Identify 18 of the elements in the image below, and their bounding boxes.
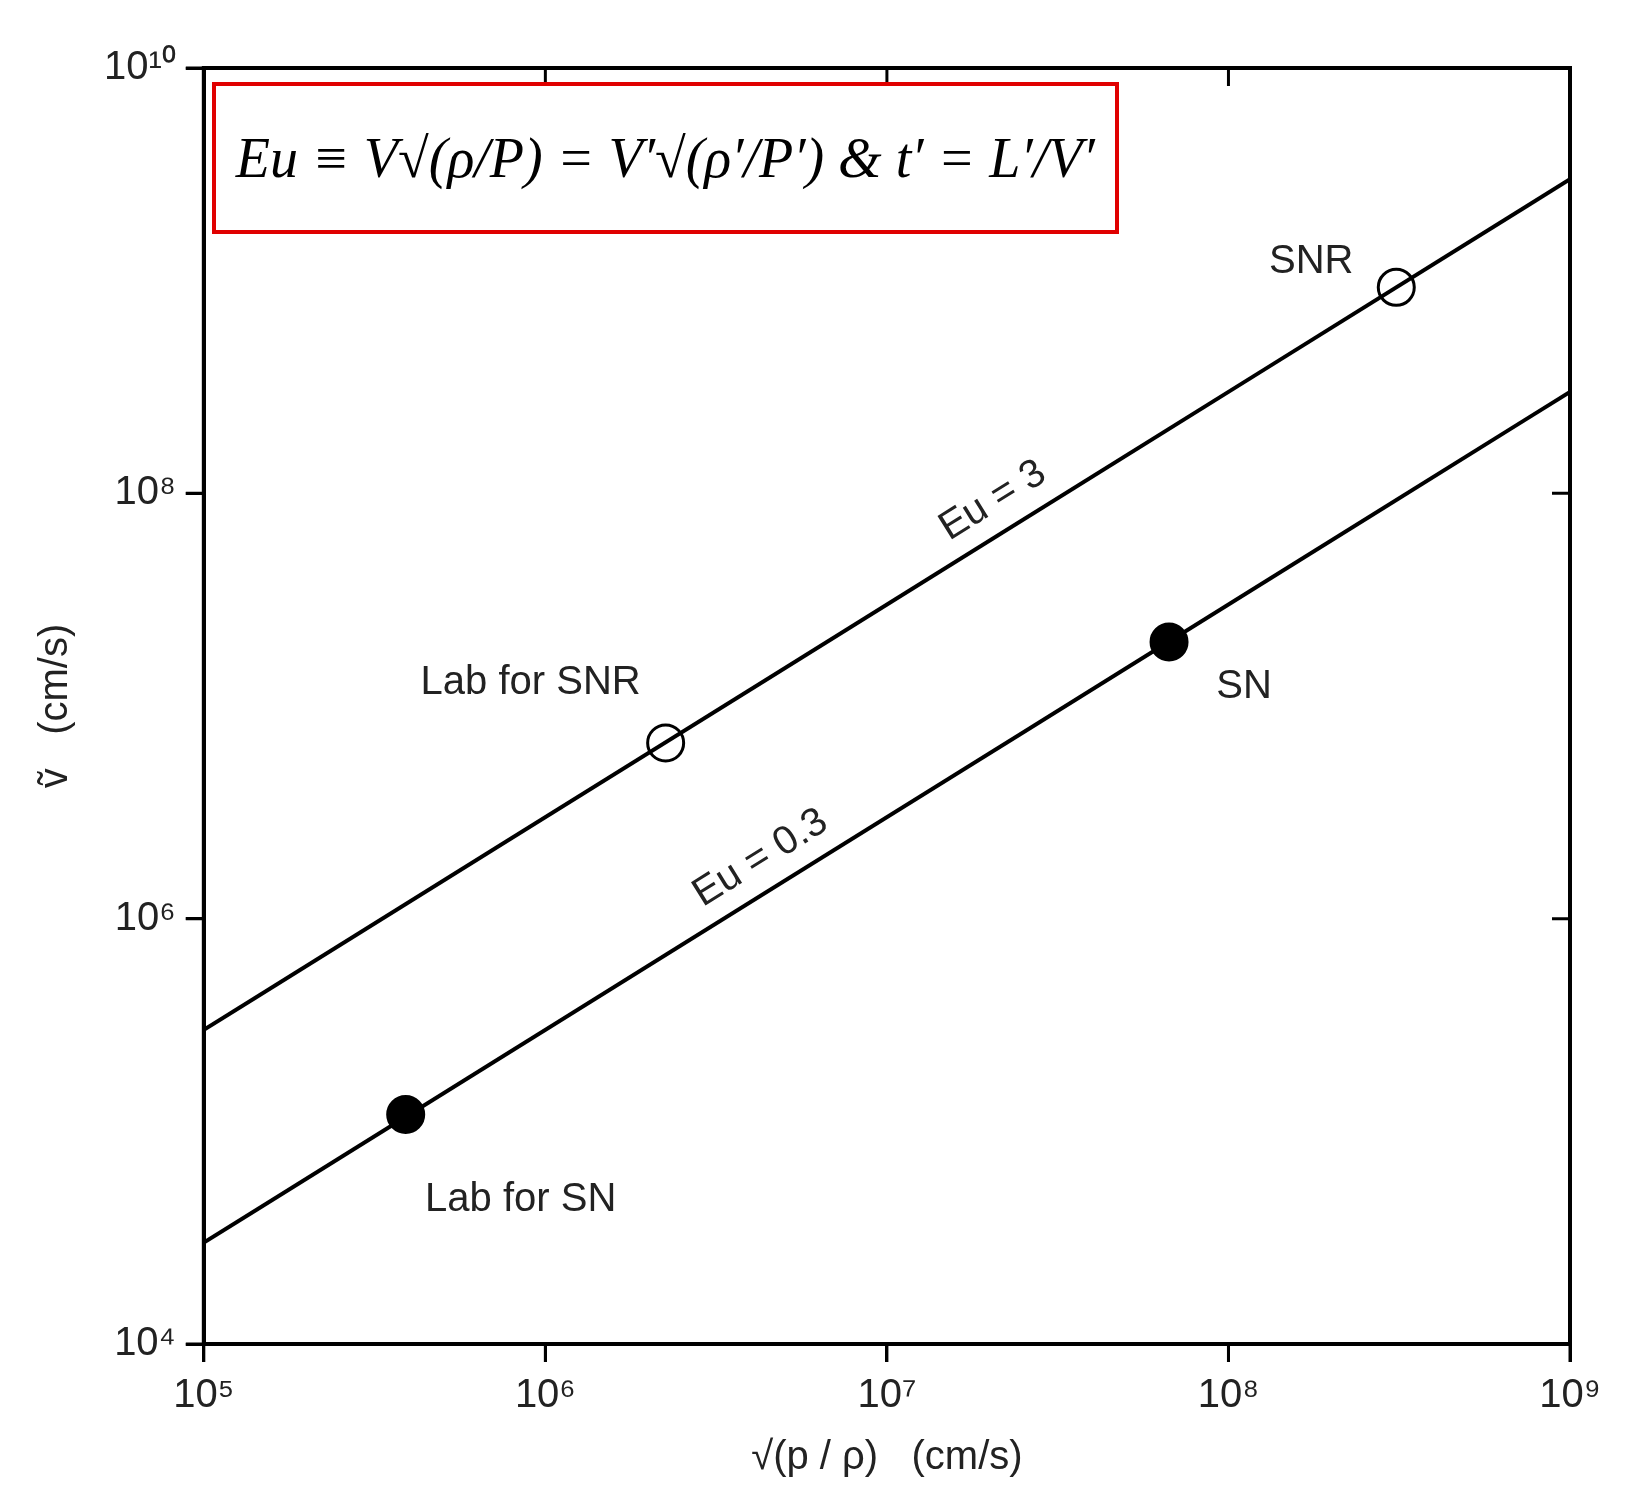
x-tick-label: 10⁸ — [1197, 1371, 1260, 1416]
x-tick-label: 10⁷ — [857, 1371, 917, 1416]
annotation: SNR — [1269, 237, 1354, 282]
annotation: SN — [1216, 662, 1272, 707]
x-tick-label: 10⁹ — [1539, 1371, 1601, 1416]
y-tick-label: 10¹⁰ — [104, 43, 176, 88]
text: Eu = 0.3 — [683, 797, 835, 914]
x-tick-label: 10⁶ — [514, 1371, 576, 1416]
annotation: Lab for SN — [425, 1174, 617, 1219]
text: Eu = 3 — [930, 448, 1053, 548]
annotation: Eu ≡ V√(ρ/P) = V′√(ρ′/P′) & t′ = L′/V′ — [211, 82, 1119, 234]
y-tick-label: 10⁸ — [114, 468, 176, 513]
y-tick-label: 10⁶ — [114, 893, 176, 938]
annotation: Lab for SNR — [420, 658, 641, 703]
y-tick-label: 10⁴ — [114, 1319, 176, 1364]
x-axis-title: √(p / ρ) (cm/s) — [751, 1433, 1023, 1478]
x-tick-label: 10⁵ — [173, 1371, 235, 1416]
y-axis-title: ṽ (cm/s) — [31, 623, 76, 789]
